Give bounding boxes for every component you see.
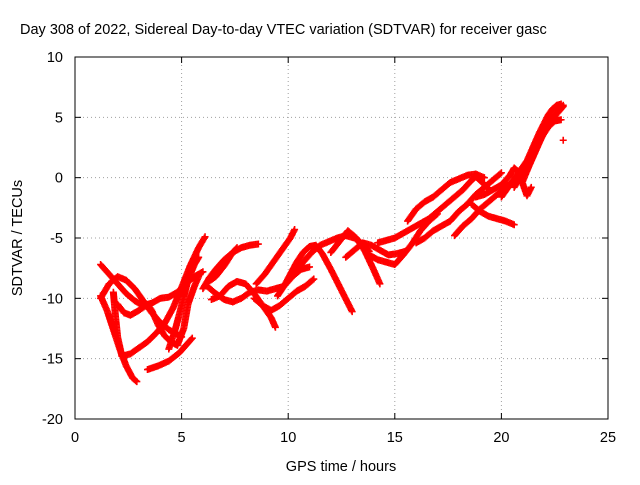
y-axis-label: SDTVAR / TECUs: [10, 180, 26, 296]
data-point-marker: [376, 280, 384, 288]
data-point-marker: [291, 226, 299, 234]
data-point-marker: [132, 377, 140, 385]
ticks: 0 5 10 15 20 25 -20 -15 -10 -5 0 5 10: [42, 50, 616, 446]
x-tick-label: 25: [600, 430, 616, 446]
data-point-marker: [254, 240, 262, 248]
data-point-marker: [233, 244, 241, 252]
data-point-marker: [309, 276, 317, 284]
data-series-arc-28: [523, 101, 567, 174]
data-series-arc-20: [404, 170, 488, 225]
y-tick-label: -5: [50, 231, 63, 247]
y-tick-label: -10: [42, 291, 63, 307]
data-point-marker: [496, 170, 504, 178]
y-tick-label: -15: [42, 352, 63, 368]
data-point-marker: [559, 101, 567, 109]
data-point-marker: [348, 308, 356, 316]
data-point-marker: [557, 116, 565, 124]
chart-title: Day 308 of 2022, Sidereal Day-to-day VTE…: [20, 22, 547, 38]
data-point-marker: [480, 174, 488, 182]
x-tick-label: 10: [280, 430, 296, 446]
y-tick-label: 10: [47, 50, 63, 66]
data-point-marker: [188, 334, 196, 342]
data-point-marker: [510, 221, 518, 229]
data-point-marker: [199, 268, 207, 276]
data-point-marker: [195, 273, 203, 281]
data-series-arc-13: [252, 226, 299, 288]
data-point-marker: [497, 169, 505, 177]
data-point-marker: [201, 233, 209, 241]
data-point-marker: [558, 102, 566, 110]
data-series-arc-10: [207, 277, 279, 331]
data-point-marker: [271, 323, 279, 331]
y-tick-label: 0: [55, 171, 63, 187]
data-series-arc-18: [365, 210, 441, 269]
x-tick-label: 20: [493, 430, 509, 446]
data-point-marker: [306, 263, 314, 271]
y-tick-label: -20: [42, 412, 63, 428]
x-tick-label: 0: [71, 430, 79, 446]
data-series-arc-23: [468, 200, 518, 229]
y-tick-label: 5: [55, 110, 63, 126]
data-series-arc-7: [165, 253, 203, 353]
data-point-marker: [232, 245, 240, 253]
x-axis-label: GPS time / hours: [286, 459, 396, 475]
data-series-arc-12: [250, 275, 318, 314]
data-layer: [97, 100, 567, 386]
data-point-marker: [559, 136, 567, 144]
x-tick-label: 15: [387, 430, 403, 446]
data-series-arc-29: [559, 136, 567, 144]
data-point-marker: [195, 253, 203, 261]
x-tick-label: 5: [178, 430, 186, 446]
data-series-arc-19: [374, 172, 493, 247]
data-point-marker: [187, 335, 195, 343]
data-point-marker: [527, 183, 535, 191]
data-point-marker: [133, 378, 141, 386]
data-series-arc-9: [203, 244, 241, 287]
data-series-arc-5: [114, 273, 203, 349]
data-series-arc-4: [109, 233, 209, 360]
data-series-arc-6: [143, 334, 196, 374]
data-point-marker: [310, 275, 318, 283]
data-series-arc-14: [274, 241, 356, 316]
